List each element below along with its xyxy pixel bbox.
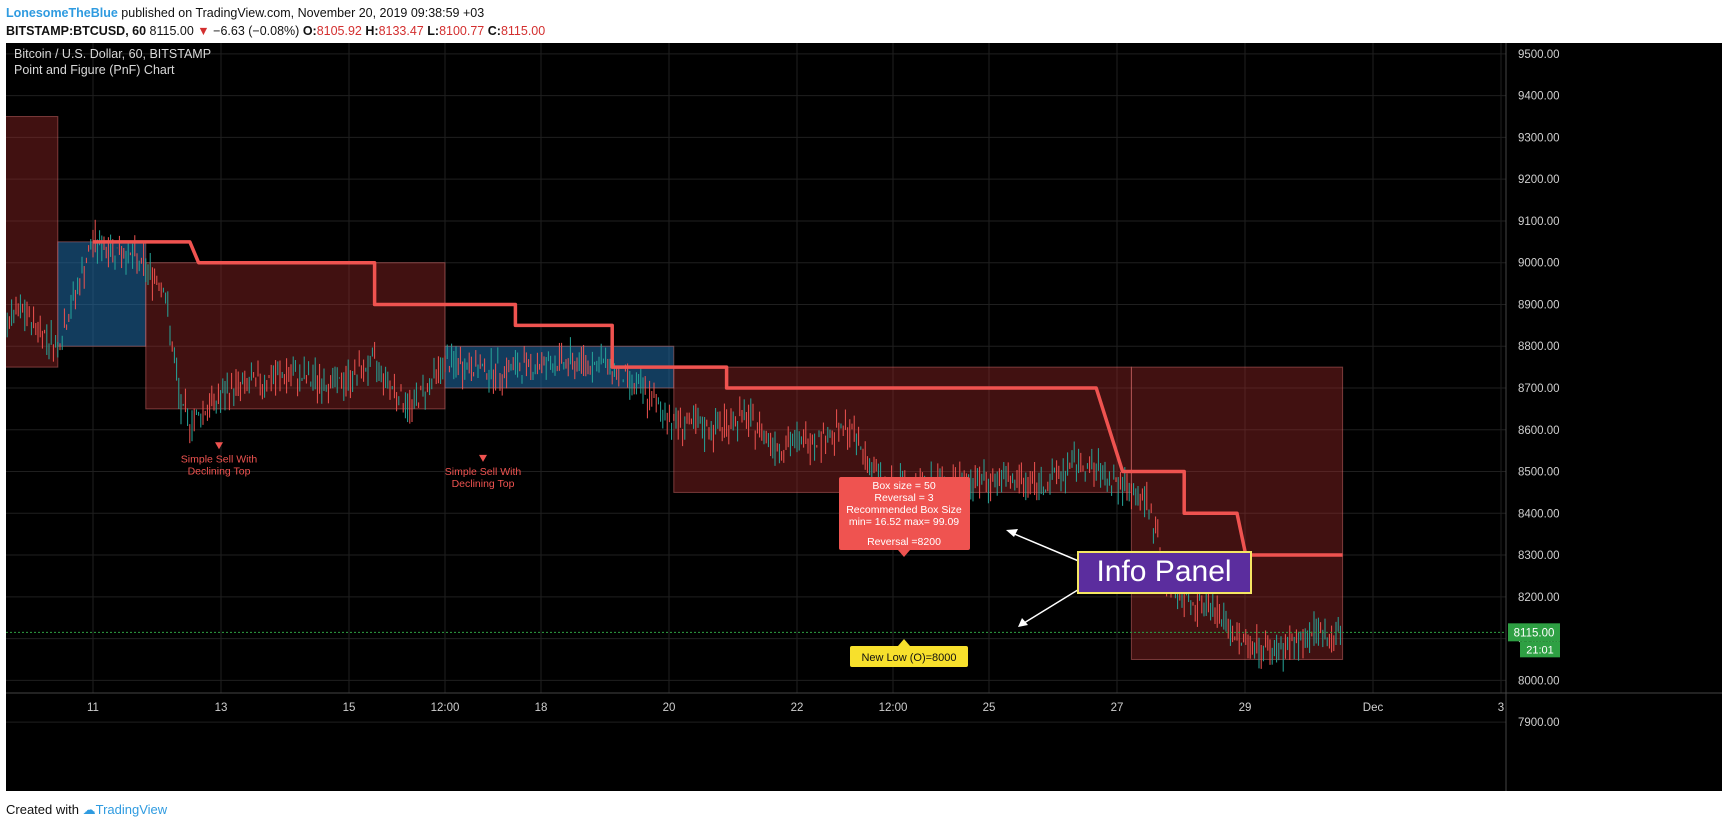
y-tick-label: 8600.00 <box>1518 425 1560 437</box>
x-tick-label: 18 <box>535 702 548 714</box>
symbol-label: BITSTAMP:BTCUSD, 60 <box>6 24 147 38</box>
annotation-line2: Declining Top <box>188 465 251 477</box>
y-tick-label: 9500.00 <box>1518 49 1560 61</box>
annotation-line1: Simple Sell With <box>445 466 522 478</box>
new-low-text: New Low (O)=8000 <box>861 652 956 664</box>
y-tick-label: 8300.00 <box>1518 550 1560 562</box>
footer: Created with ☁TradingView <box>6 802 167 818</box>
published-text: published on TradingView.com, November 2… <box>117 6 485 20</box>
pnf-box <box>145 262 446 410</box>
annotation-line2: Declining Top <box>452 478 515 490</box>
x-tick-label: 12:00 <box>879 702 908 714</box>
x-tick-label: 12:00 <box>431 702 460 714</box>
annotation-line1: Simple Sell With <box>181 453 258 465</box>
x-tick-label: 11 <box>87 702 99 714</box>
info-box-reversal: Reversal = 3 <box>874 492 933 504</box>
open-value: 8105.92 <box>316 24 362 38</box>
pnf-line-layer <box>93 240 1343 557</box>
pnf-box <box>6 116 59 368</box>
tradingview-link[interactable]: TradingView <box>95 802 168 817</box>
y-tick-label: 8500.00 <box>1518 467 1560 479</box>
x-tick-label: 27 <box>1111 702 1124 714</box>
price-axis[interactable]: 9500.00 9400.00 9300.00 9200.00 9100.00 9000.… <box>6 43 1560 791</box>
down-arrow-icon: ▼ <box>197 24 210 38</box>
chart-header: LonesomeTheBlue published on TradingView… <box>6 4 545 40</box>
sell-marker-icon <box>479 454 487 462</box>
y-tick-label: 9200.00 <box>1518 174 1560 186</box>
chart-area[interactable]: Simple Sell With Declining Top Simple Sell… <box>6 43 1722 791</box>
legend-title: Bitcoin / U.S. Dollar, 60, BITSTAMP <box>14 47 211 61</box>
x-tick-label: 3 <box>1498 702 1504 714</box>
author-link[interactable]: LonesomeTheBlue <box>6 6 118 20</box>
x-tick-label: 15 <box>343 702 356 714</box>
y-tick-label: 9400.00 <box>1518 91 1560 103</box>
y-tick-label: 8800.00 <box>1518 341 1560 353</box>
y-tick-label: 8400.00 <box>1518 508 1560 520</box>
new-low-label: New Low (O)=8000 <box>850 639 968 667</box>
high-value: 8133.47 <box>378 24 424 38</box>
arrow-down-icon <box>1018 618 1028 627</box>
current-price-tag <box>1508 623 1560 642</box>
arrow-up-icon <box>1006 529 1018 537</box>
y-tick-label: 8000.00 <box>1518 675 1560 687</box>
y-tick-label: 9000.00 <box>1518 258 1560 270</box>
info-panel-text: Info Panel <box>1096 555 1231 588</box>
change-value: −6.63 (−0.08%) <box>213 24 300 38</box>
x-tick-label: 20 <box>663 702 676 714</box>
x-tick-label: 25 <box>983 702 996 714</box>
open-label: O: <box>302 24 317 38</box>
x-tick-label: 22 <box>791 702 804 714</box>
info-box-recommended: Recommended Box Size <box>846 504 962 516</box>
created-with: Created with <box>6 802 79 817</box>
y-tick-label: 8900.00 <box>1518 299 1560 311</box>
y-tick-label: 9300.00 <box>1518 132 1560 144</box>
low-label: L: <box>427 24 440 38</box>
close-label: C: <box>487 24 501 38</box>
info-box: Box size = 50 Reversal = 3 Recommended B… <box>839 477 970 557</box>
pnf-line <box>93 240 1343 557</box>
current-price-label: 8115.00 <box>1514 627 1555 639</box>
low-value: 8100.77 <box>439 24 485 38</box>
info-box-reversal-level: Reversal =8200 <box>867 536 941 548</box>
x-tick-label: Dec <box>1363 702 1384 714</box>
info-box-size: Box size = 50 <box>872 480 935 492</box>
sell-marker-icon <box>215 442 223 450</box>
countdown-label: 21:01 <box>1526 644 1554 656</box>
legend-indicator: Point and Figure (PnF) Chart <box>14 63 175 77</box>
last-price: 8115.00 <box>149 24 194 38</box>
y-tick-label: 8700.00 <box>1518 383 1560 395</box>
time-axis[interactable]: 11 13 15 12:00 18 20 22 12:00 25 27 29 Dec 3 <box>6 692 1722 714</box>
y-tick-label: 8200.00 <box>1518 592 1560 604</box>
info-box-minmax: min= 16.52 max= 99.09 <box>849 516 959 528</box>
countdown-tag <box>1520 641 1560 658</box>
x-tick-label: 29 <box>1239 702 1252 714</box>
y-tick-label: 9100.00 <box>1518 216 1560 228</box>
high-label: H: <box>365 24 379 38</box>
tradingview-logo-icon[interactable]: ☁ <box>82 802 96 817</box>
close-value: 8115.00 <box>500 24 546 38</box>
x-tick-label: 13 <box>215 702 228 714</box>
y-tick-label: 7900.00 <box>1518 717 1560 729</box>
info-panel-callout: Info Panel <box>1006 529 1252 627</box>
